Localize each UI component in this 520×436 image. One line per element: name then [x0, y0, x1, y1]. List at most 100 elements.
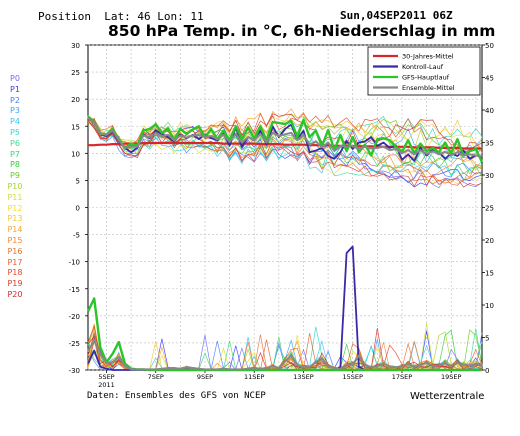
member-temp-line — [87, 108, 483, 167]
member-label-p14: P14 — [7, 225, 23, 235]
member-precip-line — [87, 323, 483, 371]
member-temp-line — [87, 115, 483, 178]
member-label-p8: P8 — [10, 160, 20, 170]
y-right-tick-label: 0 — [485, 367, 489, 375]
member-precip-line — [87, 329, 483, 371]
series-gfs-hauptlauf-right — [86, 297, 482, 372]
brand-label: Wetterzentrale — [410, 391, 485, 402]
member-label-p12: P12 — [7, 203, 23, 213]
y-left-tick-label: -30 — [69, 367, 80, 375]
member-precip-line — [87, 327, 483, 371]
y-left-tick-label: -10 — [69, 259, 80, 267]
run-date-label: Sun,04SEP2011 06Z — [340, 9, 453, 22]
member-precip-line — [87, 329, 483, 371]
member-label-p11: P11 — [7, 192, 23, 202]
lat-lon-label: Lat: 46 Lon: 11 — [104, 10, 204, 23]
member-temp-line — [87, 117, 483, 189]
member-temp-line — [87, 115, 483, 185]
y-left-tick-label: 30 — [71, 42, 80, 50]
member-precip-line — [87, 336, 483, 371]
y-left-tick-label: -15 — [69, 286, 80, 294]
y-right-tick-label: 40 — [485, 107, 494, 115]
member-precip-line — [87, 326, 483, 371]
y-right-tick-label: 25 — [485, 205, 494, 213]
x-tick-label: 5SEP — [98, 373, 114, 381]
member-temp-line — [88, 120, 483, 164]
member-label-p1: P1 — [10, 84, 20, 94]
y-left-tick-label: 0 — [76, 205, 80, 213]
member-temp-line — [87, 118, 483, 160]
member-label-p16: P16 — [7, 246, 23, 256]
member-temp-line — [87, 112, 483, 157]
y-right-tick-label: 5 — [485, 335, 489, 343]
y-left-tick-label: -25 — [69, 340, 80, 348]
member-temp-line — [87, 121, 483, 184]
member-label-p2: P2 — [10, 95, 20, 105]
member-label-p5: P5 — [10, 128, 20, 137]
member-label-p3: P3 — [10, 106, 20, 116]
legend-label: GFS-Hauptlauf — [402, 74, 450, 82]
member-label-p10: P10 — [7, 182, 23, 191]
series-gfs-hauptlauf-left — [87, 115, 484, 163]
y-right-tick-label: 35 — [485, 140, 494, 148]
member-label-p6: P6 — [10, 138, 20, 148]
member-label-p13: P13 — [7, 214, 23, 224]
member-temp-line — [87, 114, 483, 183]
position-label: Position — [38, 10, 91, 23]
member-precip-line — [87, 328, 483, 371]
y-right-tick-label: 30 — [485, 172, 494, 180]
member-label-p20: P20 — [7, 290, 23, 299]
x-tick-label: 11SEP — [244, 373, 265, 381]
member-precip-line — [87, 338, 483, 371]
x-tick-label: 13SEP — [293, 373, 314, 381]
member-temp-line — [87, 113, 483, 157]
y-left-tick-label: 10 — [71, 150, 80, 158]
chart-title: 850 hPa Temp. in °C, 6h-Niederschlag in … — [108, 22, 496, 40]
member-precip-line — [87, 334, 483, 371]
legend-box — [367, 46, 481, 96]
series-kontroll-lauf-left — [87, 117, 483, 162]
x-tick-label: 15SEP — [343, 373, 364, 381]
plot-frame — [87, 44, 483, 371]
series-30-jahres-mittel-left — [88, 141, 482, 150]
member-temp-line — [87, 113, 483, 171]
member-precip-line — [87, 324, 483, 371]
member-temp-line — [87, 115, 483, 153]
member-label-p17: P17 — [7, 257, 23, 267]
member-temp-line — [87, 119, 483, 188]
member-temp-line — [87, 116, 483, 169]
x-tick-label: 9SEP — [197, 373, 213, 381]
member-precip-line — [87, 331, 483, 371]
legend-label: 30-Jahres-Mittel — [402, 53, 454, 61]
member-precip-line — [87, 336, 483, 371]
member-label-p7: P7 — [10, 149, 20, 159]
member-precip-line — [87, 326, 483, 371]
member-precip-line — [87, 330, 483, 371]
member-temp-line — [87, 115, 483, 185]
data-source-label: Daten: Ensembles des GFS von NCEP — [87, 391, 266, 401]
member-temp-line — [87, 115, 483, 161]
member-temp-line — [87, 118, 483, 188]
y-right-tick-label: 20 — [485, 237, 494, 245]
x-tick-label: 7SEP — [148, 373, 164, 381]
x-tick-label: 19SEP — [441, 373, 462, 381]
y-right-tick-label: 50 — [485, 42, 494, 50]
y-left-tick-label: 25 — [71, 69, 80, 77]
member-precip-line — [87, 328, 483, 371]
y-left-tick-label: 20 — [71, 96, 80, 104]
member-label-p0: P0 — [10, 74, 20, 83]
member-label-p4: P4 — [10, 117, 20, 127]
member-precip-line — [87, 333, 483, 371]
legend-label: Kontroll-Lauf — [402, 63, 444, 71]
y-right-tick-label: 45 — [485, 75, 494, 83]
member-label-p15: P15 — [7, 236, 23, 245]
y-left-tick-label: 15 — [71, 123, 80, 131]
member-precip-line — [87, 332, 483, 371]
member-precip-line — [87, 323, 482, 371]
member-label-p9: P9 — [10, 171, 20, 181]
member-precip-line — [87, 334, 483, 371]
series-kontroll-lauf-right — [87, 245, 482, 371]
member-temp-line — [87, 118, 483, 177]
x-tick-label: 2011 — [98, 381, 115, 389]
